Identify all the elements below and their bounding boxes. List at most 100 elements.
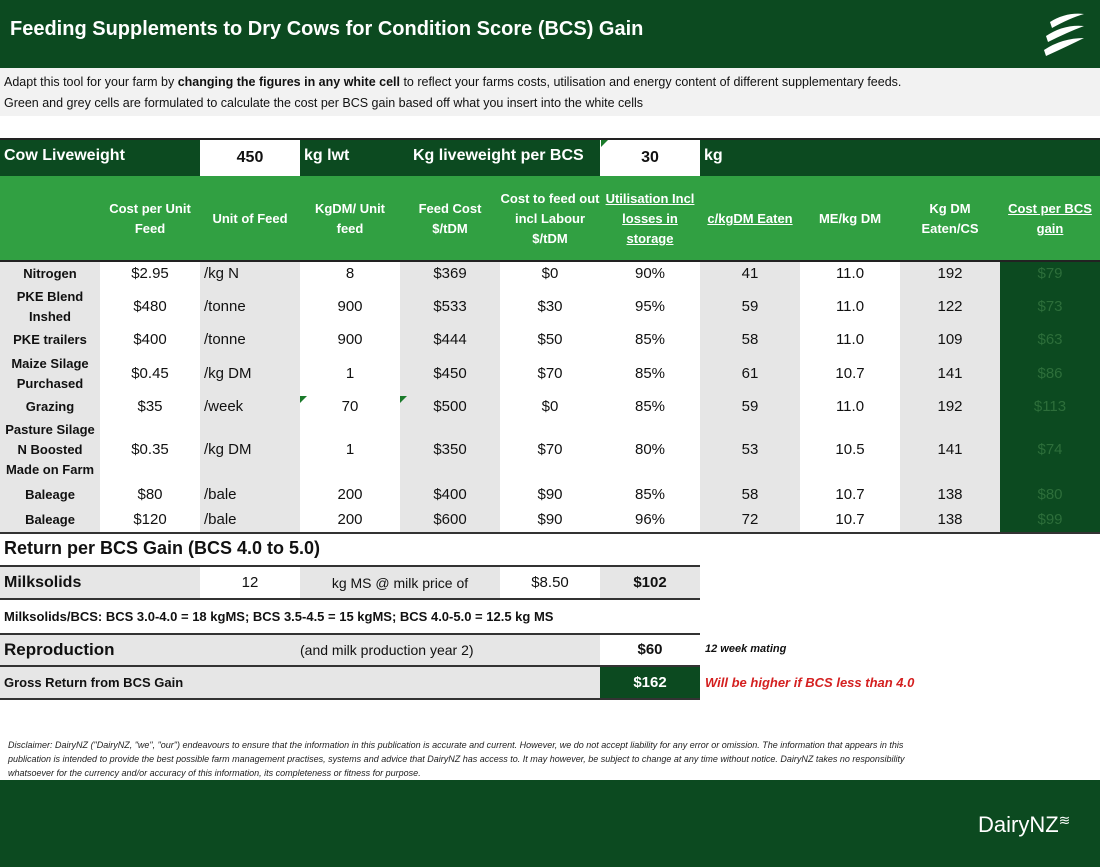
comment-marker-icon (400, 396, 407, 403)
intro-text-a: Adapt this tool for your farm by (4, 75, 178, 89)
kg-per-bcs-label: Kg liveweight per BCS (413, 147, 584, 164)
table-cell[interactable]: 10.7 (800, 352, 900, 396)
feed-name: Pasture Silage N Boosted Made on Farm (0, 418, 100, 482)
feed-name: Baleage (0, 482, 100, 508)
feed-name: Grazing (0, 396, 100, 418)
table-cell: $80 (1000, 482, 1100, 508)
table-cell[interactable]: $120 (100, 508, 200, 532)
milksolids-total: $102 (600, 567, 700, 598)
table-cell[interactable]: $2.95 (100, 262, 200, 285)
reproduction-label: Reproduction (4, 640, 115, 659)
table-cell: 41 (700, 262, 800, 285)
comment-marker-icon (300, 396, 307, 403)
table-cell[interactable]: 95% (600, 285, 700, 328)
intro-text-c: to reflect your farms costs, utilisation… (399, 75, 902, 89)
table-header (0, 176, 1100, 262)
table-cell: $444 (400, 328, 500, 352)
table-cell: 58 (700, 482, 800, 508)
table-cell[interactable]: $80 (100, 482, 200, 508)
table-cell[interactable]: $70 (500, 418, 600, 482)
table-cell[interactable]: 8 (300, 262, 400, 285)
table-cell: 138 (900, 508, 1000, 532)
column-header: KgDM/ Unit feed (314, 201, 386, 236)
table-cell: $500 (400, 396, 500, 418)
table-cell[interactable]: $0.35 (100, 418, 200, 482)
table-cell[interactable]: 200 (300, 508, 400, 532)
table-cell[interactable]: 11.0 (800, 396, 900, 418)
table-cell[interactable]: $0.45 (100, 352, 200, 396)
column-header: ME/kg DM (818, 211, 882, 226)
table-cell: $350 (400, 418, 500, 482)
table-cell: 109 (900, 328, 1000, 352)
table-cell[interactable]: 80% (600, 418, 700, 482)
table-cell[interactable]: 10.5 (800, 418, 900, 482)
table-cell[interactable]: 1 (300, 418, 400, 482)
table-cell[interactable]: $90 (500, 482, 600, 508)
table-cell[interactable]: 90% (600, 262, 700, 285)
table-cell: /bale (200, 482, 300, 508)
table-cell[interactable]: $0 (500, 396, 600, 418)
table-cell: /kg N (200, 262, 300, 285)
table-cell[interactable]: 10.7 (800, 482, 900, 508)
milksolids-label: Milksolids (0, 567, 200, 598)
reproduction-value: $60 (600, 635, 700, 665)
table-cell[interactable]: 1 (300, 352, 400, 396)
table-cell[interactable]: 10.7 (800, 508, 900, 532)
table-cell[interactable]: 96% (600, 508, 700, 532)
table-cell[interactable]: $0 (500, 262, 600, 285)
table-cell: 192 (900, 396, 1000, 418)
table-cell: /tonne (200, 328, 300, 352)
table-cell: 58 (700, 328, 800, 352)
reproduction-text: (and milk production year 2) (300, 642, 474, 658)
comment-marker-icon (601, 140, 608, 147)
milksolids-input[interactable]: 12 (200, 567, 300, 598)
table-cell[interactable]: 11.0 (800, 262, 900, 285)
table-cell[interactable]: $400 (100, 328, 200, 352)
reproduction-row (0, 635, 600, 665)
table-cell[interactable]: 85% (600, 396, 700, 418)
divider (0, 532, 1100, 534)
feed-name: Baleage (0, 508, 100, 532)
column-header: Feed Cost $/tDM (418, 201, 482, 236)
dairynz-swoosh-icon (1044, 13, 1084, 56)
column-header: Cost per BCS gain (1008, 201, 1092, 236)
table-cell[interactable]: 11.0 (800, 328, 900, 352)
table-cell: $99 (1000, 508, 1100, 532)
column-header: c/kgDM Eaten (707, 211, 793, 226)
divider (0, 633, 700, 635)
table-cell[interactable]: $30 (500, 285, 600, 328)
cow-liveweight-unit: kg lwt (304, 147, 350, 164)
table-cell[interactable]: 900 (300, 285, 400, 328)
table-cell[interactable]: $50 (500, 328, 600, 352)
table-cell[interactable]: $480 (100, 285, 200, 328)
table-cell: 141 (900, 352, 1000, 396)
disclaimer: Disclaimer: DairyNZ ("DairyNZ, "we", "ou… (8, 740, 905, 778)
table-cell: $400 (400, 482, 500, 508)
table-cell: /kg DM (200, 418, 300, 482)
table-cell[interactable]: $35 (100, 396, 200, 418)
table-cell[interactable]: 200 (300, 482, 400, 508)
milk-price-input[interactable]: $8.50 (500, 567, 600, 598)
table-cell: $113 (1000, 396, 1100, 418)
table-cell[interactable]: $70 (500, 352, 600, 396)
table-cell[interactable]: 11.0 (800, 285, 900, 328)
table-cell[interactable]: 70 (300, 396, 400, 418)
table-cell[interactable]: 85% (600, 482, 700, 508)
kg-per-bcs-input[interactable]: 30 (600, 140, 700, 176)
table-cell: $369 (400, 262, 500, 285)
table-cell[interactable]: $90 (500, 508, 600, 532)
table-cell[interactable]: 900 (300, 328, 400, 352)
table-cell[interactable]: 85% (600, 352, 700, 396)
gross-return-value: $162 (600, 667, 700, 698)
table-cell: 192 (900, 262, 1000, 285)
intro-text-line2: Green and grey cells are formulated to c… (4, 96, 644, 110)
feed-name: Nitrogen (0, 262, 100, 285)
cow-liveweight-label: Cow Liveweight (4, 147, 125, 164)
table-cell[interactable]: 85% (600, 328, 700, 352)
feed-name: PKE Blend Inshed (0, 285, 100, 328)
cow-liveweight-input[interactable]: 450 (200, 140, 300, 176)
dairynz-logo: DairyNZ≋ (978, 812, 1071, 837)
table-cell: $63 (1000, 328, 1100, 352)
table-cell: 141 (900, 418, 1000, 482)
divider (0, 698, 700, 700)
